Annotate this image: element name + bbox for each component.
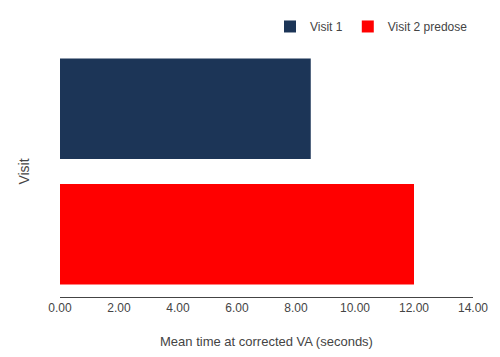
svg-text:6.00: 6.00 (225, 301, 249, 315)
svg-text:12.00: 12.00 (399, 301, 429, 315)
svg-text:10.00: 10.00 (340, 301, 370, 315)
svg-text:Visit: Visit (16, 158, 32, 184)
svg-text:Mean time at corrected VA (sec: Mean time at corrected VA (seconds) (160, 334, 373, 349)
svg-text:2.00: 2.00 (107, 301, 131, 315)
svg-text:Visit 2 predose: Visit 2 predose (388, 20, 467, 34)
svg-text:4.00: 4.00 (166, 301, 190, 315)
svg-text:0.00: 0.00 (48, 301, 72, 315)
svg-text:Visit 1: Visit 1 (310, 20, 343, 34)
svg-text:8.00: 8.00 (284, 301, 308, 315)
svg-text:14.00: 14.00 (458, 301, 488, 315)
